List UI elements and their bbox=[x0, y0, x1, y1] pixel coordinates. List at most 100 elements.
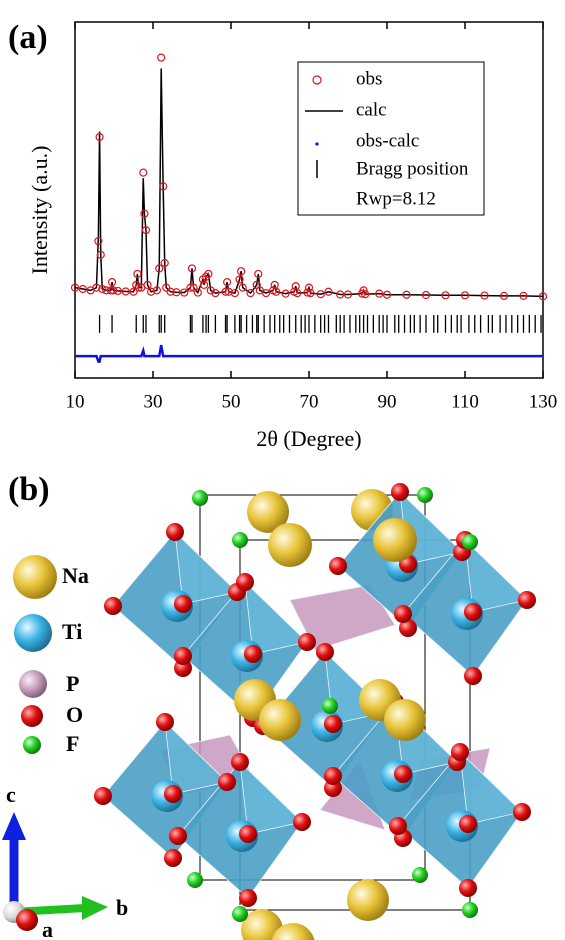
panel-label: (b) bbox=[8, 471, 50, 508]
o-atom bbox=[324, 715, 342, 733]
a-arrow bbox=[16, 909, 38, 931]
obs-point bbox=[519, 291, 528, 300]
obs-point bbox=[155, 264, 164, 273]
ti-icon bbox=[14, 614, 52, 652]
f-atom bbox=[232, 532, 248, 548]
y-axis-label: Intensity (a.u.) bbox=[27, 146, 52, 275]
atom-legend: Na Ti P O F bbox=[13, 555, 89, 756]
obs-point bbox=[139, 168, 148, 177]
obs-point bbox=[538, 292, 548, 301]
o-atom bbox=[218, 773, 236, 791]
octahedron-face bbox=[164, 720, 228, 795]
o-atom bbox=[104, 597, 122, 615]
axis-label: c bbox=[6, 782, 16, 807]
panel-label: (a) bbox=[8, 19, 48, 56]
o-atom bbox=[166, 523, 184, 541]
o-atom bbox=[399, 619, 417, 637]
obs-point bbox=[306, 289, 315, 298]
obs-point bbox=[78, 284, 87, 294]
atom-label: Ti bbox=[62, 619, 82, 644]
f-atom bbox=[322, 698, 338, 714]
obs-point bbox=[238, 283, 247, 292]
obs-point bbox=[146, 287, 156, 296]
octahedron-face bbox=[459, 750, 523, 825]
xrd-panel: (a) 2θ (Degree) Intensity (a.u.) 10 30 50 7… bbox=[8, 19, 557, 451]
obs-point bbox=[121, 287, 130, 296]
obs-point bbox=[235, 275, 244, 284]
obs-point bbox=[230, 289, 239, 298]
x-tick-label: 30 bbox=[144, 391, 163, 412]
legend-label: obs bbox=[356, 68, 382, 89]
obs-point bbox=[316, 290, 325, 299]
x-tick-label: 10 bbox=[66, 391, 85, 412]
f-atom bbox=[412, 867, 428, 883]
obs-point bbox=[160, 258, 169, 268]
f-atom bbox=[462, 902, 478, 918]
obs-point bbox=[343, 290, 353, 299]
atom-label: P bbox=[66, 671, 79, 696]
structure-panel: (b) Na Ti P O F c b a bbox=[2, 471, 536, 940]
o-atom bbox=[239, 889, 257, 907]
legend-label: calc bbox=[356, 99, 387, 120]
obs-point bbox=[157, 53, 166, 62]
octahedron-face bbox=[464, 538, 528, 613]
obs-point bbox=[199, 280, 209, 289]
o-atom bbox=[169, 827, 187, 845]
na-atom bbox=[271, 923, 315, 940]
axis-label: b bbox=[116, 895, 128, 920]
o-atom bbox=[394, 605, 412, 623]
o-atom bbox=[329, 557, 347, 575]
legend-label: obs-calc bbox=[356, 130, 419, 151]
crystal-structure bbox=[94, 483, 536, 940]
legend-symbol bbox=[312, 75, 322, 85]
o-atom bbox=[451, 743, 469, 761]
axis-triad: c b a bbox=[2, 782, 128, 940]
obs-point bbox=[113, 286, 123, 296]
f-atom bbox=[187, 872, 203, 888]
o-atom bbox=[174, 595, 192, 613]
o-icon bbox=[21, 705, 43, 727]
obs-point bbox=[421, 290, 431, 300]
obs-point bbox=[359, 286, 368, 295]
o-atom bbox=[391, 483, 409, 501]
octahedron-face bbox=[174, 530, 238, 605]
o-atom bbox=[164, 785, 182, 803]
obs-point bbox=[206, 286, 215, 295]
o-atom bbox=[156, 713, 174, 731]
obs-point bbox=[304, 283, 314, 292]
c-arrowhead bbox=[2, 812, 26, 840]
obs-point bbox=[221, 287, 230, 296]
obs-point bbox=[141, 226, 151, 235]
na-icon bbox=[13, 555, 57, 599]
x-tick-label: 50 bbox=[222, 391, 241, 412]
x-tick-label: 130 bbox=[529, 391, 558, 412]
na-atom bbox=[241, 909, 283, 940]
p-icon bbox=[19, 670, 47, 698]
x-axis-label: 2θ (Degree) bbox=[256, 426, 361, 451]
o-atom bbox=[239, 825, 257, 843]
obs-point bbox=[94, 236, 103, 246]
obs-point bbox=[402, 290, 411, 299]
o-atom bbox=[464, 603, 482, 621]
difference-line bbox=[75, 344, 543, 363]
obs-point bbox=[460, 291, 470, 300]
f-icon bbox=[23, 736, 41, 754]
o-atom bbox=[231, 753, 249, 771]
o-atom bbox=[459, 815, 477, 833]
obs-point bbox=[223, 278, 232, 287]
obs-point bbox=[186, 283, 195, 292]
axis-label: a bbox=[42, 917, 53, 940]
obs-point bbox=[382, 290, 392, 299]
annotation: Rwp=8.12 bbox=[356, 188, 436, 209]
obs-point bbox=[189, 283, 198, 292]
obs-point bbox=[480, 291, 489, 300]
o-atom bbox=[518, 591, 536, 609]
obs-point bbox=[98, 284, 107, 294]
obs-point bbox=[187, 264, 197, 273]
obs-point bbox=[499, 291, 509, 300]
obs-point bbox=[134, 283, 143, 292]
obs-point bbox=[272, 287, 281, 296]
f-atom bbox=[462, 534, 478, 550]
obs-point bbox=[375, 289, 384, 298]
obs-point bbox=[166, 287, 175, 296]
